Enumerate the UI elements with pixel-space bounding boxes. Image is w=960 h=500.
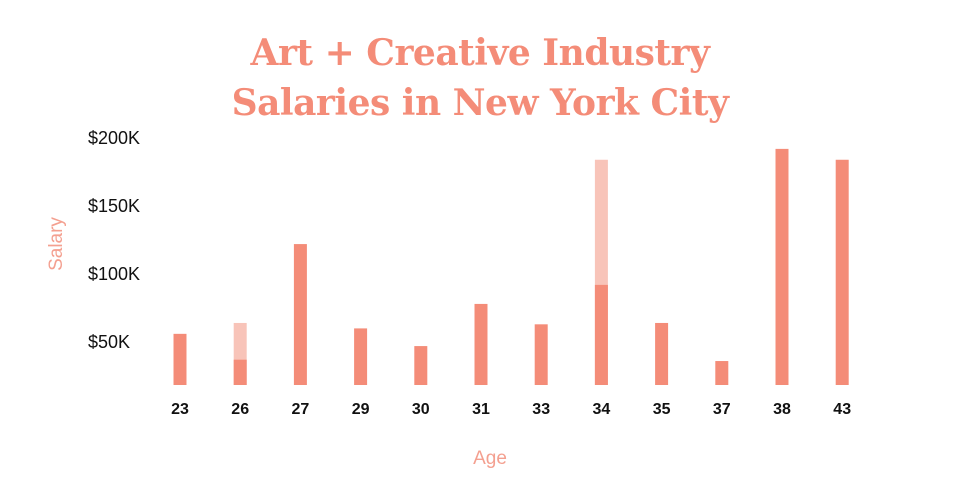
bars	[173, 148, 849, 385]
y-tick-label: $200K	[88, 128, 140, 148]
x-tick-label: 30	[412, 401, 430, 418]
bar	[474, 303, 488, 385]
bar	[715, 361, 729, 385]
x-tick-label: 29	[352, 401, 370, 418]
y-tick-label: $150K	[88, 196, 140, 216]
x-tick-label: 37	[713, 401, 731, 418]
x-axis-label: Age	[473, 448, 507, 469]
chart-title-line-1: Art + Creative Industry	[250, 32, 710, 74]
bar	[655, 322, 669, 385]
x-tick-label: 26	[231, 401, 249, 418]
bar	[414, 346, 428, 385]
bar	[835, 159, 849, 385]
y-axis-ticks: $50K $100K $150K $200K	[88, 128, 140, 352]
x-tick-label: 43	[833, 401, 851, 418]
y-tick-label: $100K	[88, 264, 140, 284]
x-tick-label: 38	[773, 401, 791, 418]
x-axis-ticks: 23 26 27 29 30 31 33 34 35 37 38 43	[171, 401, 851, 418]
x-tick-label: 35	[653, 401, 671, 418]
bar	[293, 244, 307, 385]
x-tick-label: 34	[593, 401, 611, 418]
y-tick-label: $50K	[88, 332, 130, 352]
y-axis-label: Salary	[46, 217, 67, 271]
bar	[173, 333, 187, 385]
bar	[534, 324, 548, 385]
bar	[233, 359, 247, 385]
chart-title-line-2: Salaries in New York City	[231, 82, 729, 124]
bar	[354, 328, 368, 385]
x-tick-label: 33	[532, 401, 550, 418]
x-tick-label: 31	[472, 401, 490, 418]
x-tick-label: 23	[171, 401, 189, 418]
chart-title: Art + Creative Industry Salaries in New …	[0, 28, 960, 128]
bar	[775, 148, 789, 385]
x-tick-label: 27	[292, 401, 310, 418]
bar	[594, 284, 608, 385]
